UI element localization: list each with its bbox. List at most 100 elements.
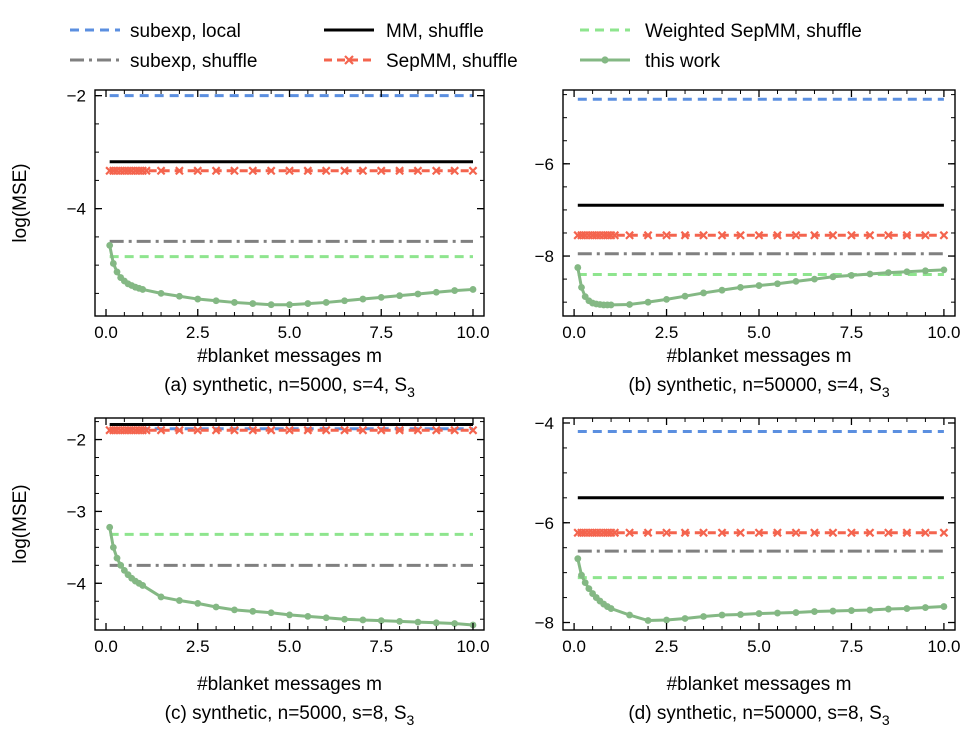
panel-d-this-work-point-16 bbox=[737, 611, 744, 618]
panel-c-sepmm-marker-13 bbox=[193, 425, 203, 435]
panel-a-this-work-point-23 bbox=[396, 292, 403, 300]
panel-b-this-work-point-10 bbox=[626, 301, 633, 308]
panel-d-xtick-label-3: 7.5 bbox=[840, 637, 864, 656]
panel-a-sepmm-marker-10 bbox=[141, 166, 151, 176]
panel-a-sepmm-marker-11 bbox=[156, 166, 166, 176]
panel-d-xtick-label-4: 10.0 bbox=[927, 637, 960, 656]
panel-a-this-work-point-21 bbox=[359, 295, 367, 303]
panel-b-this-work-point-27 bbox=[940, 266, 948, 274]
panel-d-ytick-label-0: −4 bbox=[535, 414, 554, 433]
panel-d-this-work-point-15 bbox=[718, 611, 726, 619]
panel-d-this-work-point-20 bbox=[811, 608, 818, 615]
legend-label-subexp-local: subexp, local bbox=[130, 21, 241, 42]
panel-b-xtick-label-1: 2.5 bbox=[655, 323, 679, 342]
panel-d-this-work-point-10 bbox=[626, 611, 633, 619]
panel-d-this-work-point-1 bbox=[578, 571, 585, 579]
panel-b-xlabel: #blanket messages m bbox=[667, 346, 852, 367]
panel-a-this-work-point-1 bbox=[109, 260, 117, 267]
legend-entry-subexp-local: subexp, local bbox=[70, 21, 241, 42]
panel-d-this-work-point-22 bbox=[848, 607, 855, 614]
panel-d-sepmm-marker-13 bbox=[662, 528, 671, 538]
panel-c-sepmm-marker-14 bbox=[211, 425, 221, 435]
panel-b-frame bbox=[562, 89, 956, 317]
legend-label-this-work: this work bbox=[645, 51, 720, 72]
panel-a-xtick-label-0: 0.0 bbox=[94, 323, 118, 342]
panel-a-this-work-point-18 bbox=[304, 300, 312, 307]
panel-d-sepmm-marker-18 bbox=[754, 528, 764, 538]
panel-b-this-work-point-26 bbox=[922, 267, 929, 275]
panel-a-sepmm-marker-22 bbox=[358, 166, 368, 176]
panel-b-sepmm-marker-24 bbox=[865, 230, 875, 240]
panel-d-this-work-point-0 bbox=[574, 555, 582, 563]
panel-a-this-work-point-15 bbox=[249, 300, 257, 307]
panel-b-sepmm-marker-15 bbox=[699, 230, 708, 240]
panel-c-this-work-point-23 bbox=[396, 617, 403, 625]
panel-c-this-work-point-17 bbox=[286, 611, 293, 619]
panel-a-sepmm-marker-19 bbox=[303, 166, 313, 176]
panel-c-this-work-point-0 bbox=[106, 523, 114, 531]
panel-c-this-work-point-2 bbox=[113, 554, 121, 562]
panel-c-sepmm-marker-20 bbox=[321, 425, 331, 435]
panel-d-sepmm-marker-11 bbox=[625, 528, 634, 538]
panel-b-xtick-label-0: 0.0 bbox=[562, 323, 586, 342]
panel-c-sepmm-marker-17 bbox=[266, 425, 276, 435]
legend-label-sepmm-shuffle: SepMM, shuffle bbox=[386, 51, 518, 72]
panel-a-sepmm-marker-26 bbox=[431, 166, 441, 176]
panel-b-caption: (b) synthetic, n=50000, s=4, S3 bbox=[628, 375, 890, 400]
panel-d-this-work-point-25 bbox=[903, 605, 911, 612]
panel-b-this-work-point-15 bbox=[718, 286, 726, 294]
panel-a-caption: (a) synthetic, n=5000, s=4, S3 bbox=[164, 375, 415, 400]
panel-b-this-work-point-17 bbox=[755, 282, 763, 289]
panel-c-this-work-point-21 bbox=[359, 616, 367, 624]
panel-a-xlabel: #blanket messages m bbox=[197, 346, 382, 367]
panel-b-ytick-label-0: −6 bbox=[535, 155, 554, 174]
panel-a-this-work-point-0 bbox=[106, 241, 114, 249]
panel-a-ylabel: log(MSE) bbox=[10, 163, 31, 242]
panel-c: 0.0 2.5 5.0 7.5 10.0 −2 −3 −4 #blanket messages … bbox=[10, 417, 490, 728]
panel-d-this-work-point-21 bbox=[829, 607, 837, 615]
panel-a-sepmm-marker-20 bbox=[321, 166, 331, 176]
panel-c-this-work-point-18 bbox=[304, 612, 312, 620]
panel-c-this-work-point-20 bbox=[341, 615, 348, 623]
panel-c-ytick-label-1: −3 bbox=[67, 502, 86, 521]
panel-b-sepmm-marker-19 bbox=[773, 230, 782, 240]
panel-a-ytick-label-0: −2 bbox=[67, 87, 86, 106]
legend-entry-mm-shuffle: MM, shuffle bbox=[324, 21, 484, 42]
panel-c-this-work-point-19 bbox=[322, 614, 330, 622]
panel-d-this-work-point-26 bbox=[922, 604, 929, 611]
panel-d-sepmm-marker-23 bbox=[847, 528, 856, 538]
panel-b-ytick-label-1: −8 bbox=[535, 247, 554, 266]
panel-b-this-work-point-14 bbox=[700, 289, 707, 297]
legend-entry-weighted-sepmm-shuffle: Weighted SepMM, shuffle bbox=[580, 21, 862, 42]
panel-d-xtick-label-2: 5.0 bbox=[747, 637, 771, 656]
panel-b-this-work-point-19 bbox=[792, 278, 800, 285]
panel-a-sepmm-marker-15 bbox=[230, 166, 239, 176]
legend-entry-sepmm-shuffle: SepMM, shuffle bbox=[324, 51, 518, 72]
panel-d-sepmm-marker-27 bbox=[921, 528, 930, 538]
legend: subexp, local subexp, shuffle MM, shuffl… bbox=[70, 21, 862, 72]
panel-a-sepmm-marker-12 bbox=[175, 166, 184, 176]
panel-a-sepmm-marker-23 bbox=[376, 166, 386, 176]
panel-d-sepmm-marker-26 bbox=[902, 528, 912, 538]
panel-b-this-work-point-18 bbox=[774, 280, 781, 288]
panel-a-ytick-label-1: −4 bbox=[67, 200, 86, 219]
panel-a: 0.0 2.5 5.0 7.5 10.0 −2 −4 #blanket messages m l… bbox=[10, 87, 490, 400]
panel-d-ytick-label-2: −8 bbox=[535, 614, 554, 633]
panel-a-plot-area bbox=[105, 94, 478, 309]
panel-d-sepmm-marker-10 bbox=[610, 528, 620, 538]
panel-b-this-work-point-11 bbox=[644, 298, 652, 306]
panel-b-this-work-point-12 bbox=[663, 295, 670, 303]
panel-b-sepmm-marker-17 bbox=[736, 230, 745, 240]
panel-c-this-work-point-26 bbox=[451, 620, 459, 627]
panel-c-xtick-label-2: 5.0 bbox=[278, 637, 302, 656]
panel-a-this-work-point-12 bbox=[194, 295, 202, 303]
legend-label-mm-shuffle: MM, shuffle bbox=[386, 21, 484, 42]
panel-b-this-work-point-0 bbox=[574, 264, 582, 271]
panel-b-this-work-point-16 bbox=[737, 284, 744, 291]
panel-b-sepmm-marker-22 bbox=[828, 230, 838, 240]
panel-a-frame bbox=[94, 89, 485, 317]
panel-b-this-work-point-25 bbox=[903, 268, 911, 276]
panel-b-xtick-label-2: 5.0 bbox=[747, 323, 771, 342]
panel-c-plot-area bbox=[105, 422, 478, 629]
panel-c-frame bbox=[94, 417, 485, 631]
